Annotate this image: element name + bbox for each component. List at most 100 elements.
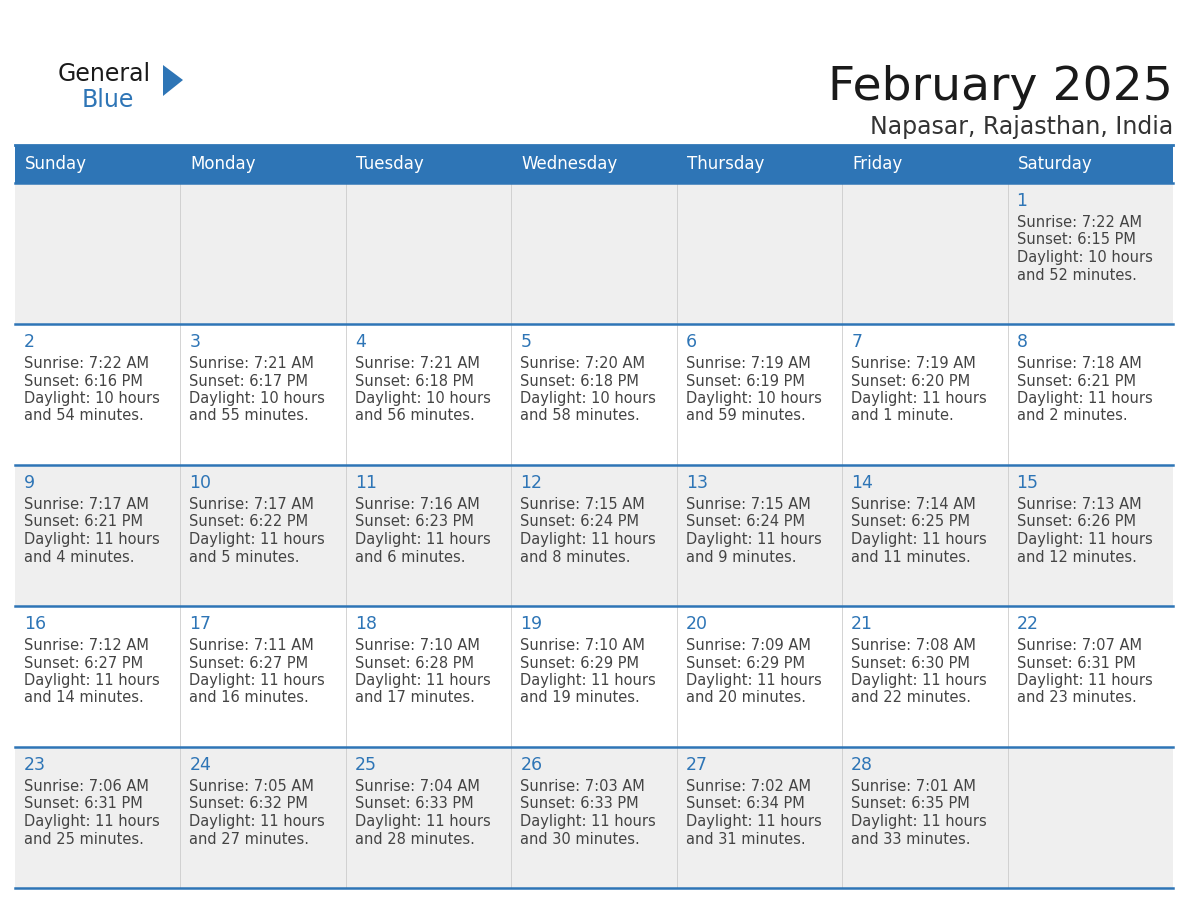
Text: Sunrise: 7:19 AM: Sunrise: 7:19 AM <box>685 356 810 371</box>
Text: Daylight: 11 hours: Daylight: 11 hours <box>24 814 159 829</box>
Text: 2: 2 <box>24 333 34 351</box>
Text: Sunrise: 7:13 AM: Sunrise: 7:13 AM <box>1017 497 1142 512</box>
Text: Daylight: 11 hours: Daylight: 11 hours <box>1017 673 1152 688</box>
Text: Sunset: 6:18 PM: Sunset: 6:18 PM <box>520 374 639 388</box>
Text: Thursday: Thursday <box>687 155 764 173</box>
Text: 25: 25 <box>355 756 377 774</box>
Text: Sunset: 6:31 PM: Sunset: 6:31 PM <box>1017 655 1136 670</box>
Text: Sunrise: 7:07 AM: Sunrise: 7:07 AM <box>1017 638 1142 653</box>
Text: Daylight: 11 hours: Daylight: 11 hours <box>189 532 326 547</box>
Text: Daylight: 11 hours: Daylight: 11 hours <box>355 532 491 547</box>
Text: and 1 minute.: and 1 minute. <box>851 409 954 423</box>
Text: Daylight: 11 hours: Daylight: 11 hours <box>1017 532 1152 547</box>
Bar <box>15 747 1173 888</box>
Text: and 4 minutes.: and 4 minutes. <box>24 550 134 565</box>
Text: General: General <box>58 62 151 86</box>
Text: Daylight: 11 hours: Daylight: 11 hours <box>24 673 159 688</box>
Text: 14: 14 <box>851 474 873 492</box>
Text: 5: 5 <box>520 333 531 351</box>
Text: Daylight: 10 hours: Daylight: 10 hours <box>1017 250 1152 265</box>
Text: 16: 16 <box>24 615 46 633</box>
Text: and 27 minutes.: and 27 minutes. <box>189 832 309 846</box>
Text: Sunrise: 7:11 AM: Sunrise: 7:11 AM <box>189 638 314 653</box>
Text: Sunrise: 7:08 AM: Sunrise: 7:08 AM <box>851 638 977 653</box>
Text: and 58 minutes.: and 58 minutes. <box>520 409 640 423</box>
Text: Friday: Friday <box>852 155 903 173</box>
Text: Daylight: 11 hours: Daylight: 11 hours <box>520 532 656 547</box>
Text: February 2025: February 2025 <box>828 65 1173 110</box>
Text: Sunset: 6:19 PM: Sunset: 6:19 PM <box>685 374 804 388</box>
Text: and 5 minutes.: and 5 minutes. <box>189 550 299 565</box>
Text: and 25 minutes.: and 25 minutes. <box>24 832 144 846</box>
Text: Sunrise: 7:02 AM: Sunrise: 7:02 AM <box>685 779 810 794</box>
Text: 26: 26 <box>520 756 543 774</box>
Text: Sunrise: 7:04 AM: Sunrise: 7:04 AM <box>355 779 480 794</box>
Text: Sunrise: 7:03 AM: Sunrise: 7:03 AM <box>520 779 645 794</box>
Text: Daylight: 11 hours: Daylight: 11 hours <box>851 532 987 547</box>
Bar <box>1007 145 1173 183</box>
Text: 19: 19 <box>520 615 543 633</box>
Text: 7: 7 <box>851 333 862 351</box>
Bar <box>15 606 1173 747</box>
Text: and 59 minutes.: and 59 minutes. <box>685 409 805 423</box>
Text: Wednesday: Wednesday <box>522 155 618 173</box>
Text: and 30 minutes.: and 30 minutes. <box>520 832 640 846</box>
Text: Daylight: 11 hours: Daylight: 11 hours <box>355 814 491 829</box>
Text: Sunset: 6:27 PM: Sunset: 6:27 PM <box>189 655 309 670</box>
Text: Sunrise: 7:09 AM: Sunrise: 7:09 AM <box>685 638 810 653</box>
Text: 28: 28 <box>851 756 873 774</box>
Text: Sunrise: 7:17 AM: Sunrise: 7:17 AM <box>189 497 315 512</box>
Text: Sunrise: 7:22 AM: Sunrise: 7:22 AM <box>1017 215 1142 230</box>
Text: and 6 minutes.: and 6 minutes. <box>355 550 466 565</box>
Text: Sunset: 6:24 PM: Sunset: 6:24 PM <box>685 514 804 530</box>
Text: Sunrise: 7:14 AM: Sunrise: 7:14 AM <box>851 497 975 512</box>
Text: Monday: Monday <box>190 155 255 173</box>
Text: Sunrise: 7:10 AM: Sunrise: 7:10 AM <box>355 638 480 653</box>
Text: and 55 minutes.: and 55 minutes. <box>189 409 309 423</box>
Text: 13: 13 <box>685 474 708 492</box>
Text: 9: 9 <box>24 474 36 492</box>
Text: Sunset: 6:17 PM: Sunset: 6:17 PM <box>189 374 309 388</box>
Text: and 33 minutes.: and 33 minutes. <box>851 832 971 846</box>
Text: 6: 6 <box>685 333 697 351</box>
Text: 24: 24 <box>189 756 211 774</box>
Bar <box>15 465 1173 606</box>
Text: Daylight: 11 hours: Daylight: 11 hours <box>685 814 821 829</box>
Text: Sunset: 6:29 PM: Sunset: 6:29 PM <box>685 655 804 670</box>
Text: Sunset: 6:20 PM: Sunset: 6:20 PM <box>851 374 971 388</box>
Text: and 14 minutes.: and 14 minutes. <box>24 690 144 706</box>
Text: Sunrise: 7:22 AM: Sunrise: 7:22 AM <box>24 356 148 371</box>
Text: Daylight: 11 hours: Daylight: 11 hours <box>1017 391 1152 406</box>
Text: Daylight: 11 hours: Daylight: 11 hours <box>685 532 821 547</box>
Text: 11: 11 <box>355 474 377 492</box>
Text: Daylight: 11 hours: Daylight: 11 hours <box>851 814 987 829</box>
Text: 15: 15 <box>1017 474 1038 492</box>
Text: and 54 minutes.: and 54 minutes. <box>24 409 144 423</box>
Text: and 22 minutes.: and 22 minutes. <box>851 690 971 706</box>
Text: and 56 minutes.: and 56 minutes. <box>355 409 475 423</box>
Text: 22: 22 <box>1017 615 1038 633</box>
Text: Saturday: Saturday <box>1018 155 1092 173</box>
Text: Sunrise: 7:18 AM: Sunrise: 7:18 AM <box>1017 356 1142 371</box>
Text: Sunset: 6:30 PM: Sunset: 6:30 PM <box>851 655 971 670</box>
Text: Sunrise: 7:21 AM: Sunrise: 7:21 AM <box>189 356 315 371</box>
Text: 1: 1 <box>1017 192 1028 210</box>
Text: Napasar, Rajasthan, India: Napasar, Rajasthan, India <box>870 115 1173 139</box>
Text: Daylight: 11 hours: Daylight: 11 hours <box>189 673 326 688</box>
Bar <box>842 145 1007 183</box>
Text: 21: 21 <box>851 615 873 633</box>
Text: Sunset: 6:21 PM: Sunset: 6:21 PM <box>24 514 143 530</box>
Text: Sunset: 6:27 PM: Sunset: 6:27 PM <box>24 655 143 670</box>
Text: and 2 minutes.: and 2 minutes. <box>1017 409 1127 423</box>
Text: Sunrise: 7:01 AM: Sunrise: 7:01 AM <box>851 779 977 794</box>
Text: Sunday: Sunday <box>25 155 87 173</box>
Text: Sunset: 6:25 PM: Sunset: 6:25 PM <box>851 514 971 530</box>
Bar <box>15 145 181 183</box>
Bar <box>15 183 1173 324</box>
Text: Sunset: 6:32 PM: Sunset: 6:32 PM <box>189 797 309 812</box>
Text: Sunset: 6:33 PM: Sunset: 6:33 PM <box>520 797 639 812</box>
Text: and 31 minutes.: and 31 minutes. <box>685 832 805 846</box>
Text: Daylight: 10 hours: Daylight: 10 hours <box>520 391 656 406</box>
Text: Sunrise: 7:16 AM: Sunrise: 7:16 AM <box>355 497 480 512</box>
Text: Daylight: 11 hours: Daylight: 11 hours <box>520 814 656 829</box>
